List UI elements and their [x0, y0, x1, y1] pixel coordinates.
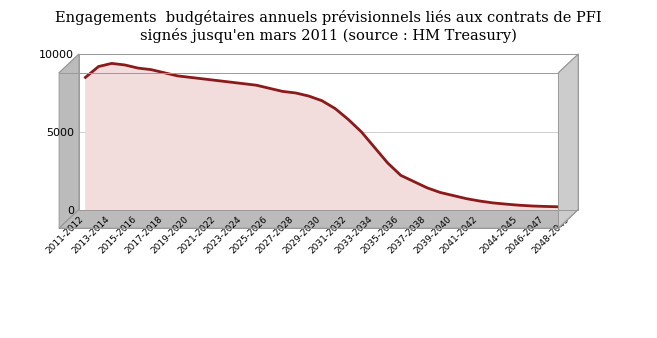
- Text: Engagements  budgétaires annuels prévisionnels liés aux contrats de PFI
signés j: Engagements budgétaires annuels prévisio…: [55, 10, 602, 43]
